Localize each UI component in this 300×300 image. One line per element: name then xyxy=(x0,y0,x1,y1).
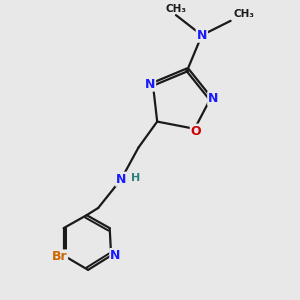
Text: CH₃: CH₃ xyxy=(165,4,186,14)
Text: N: N xyxy=(116,173,126,186)
Text: N: N xyxy=(208,92,218,105)
Text: O: O xyxy=(191,124,201,138)
Text: Br: Br xyxy=(52,250,67,263)
Text: H: H xyxy=(131,173,140,183)
Text: CH₃: CH₃ xyxy=(233,9,254,20)
Text: N: N xyxy=(145,78,155,91)
Text: N: N xyxy=(110,249,121,262)
Text: N: N xyxy=(196,29,207,42)
